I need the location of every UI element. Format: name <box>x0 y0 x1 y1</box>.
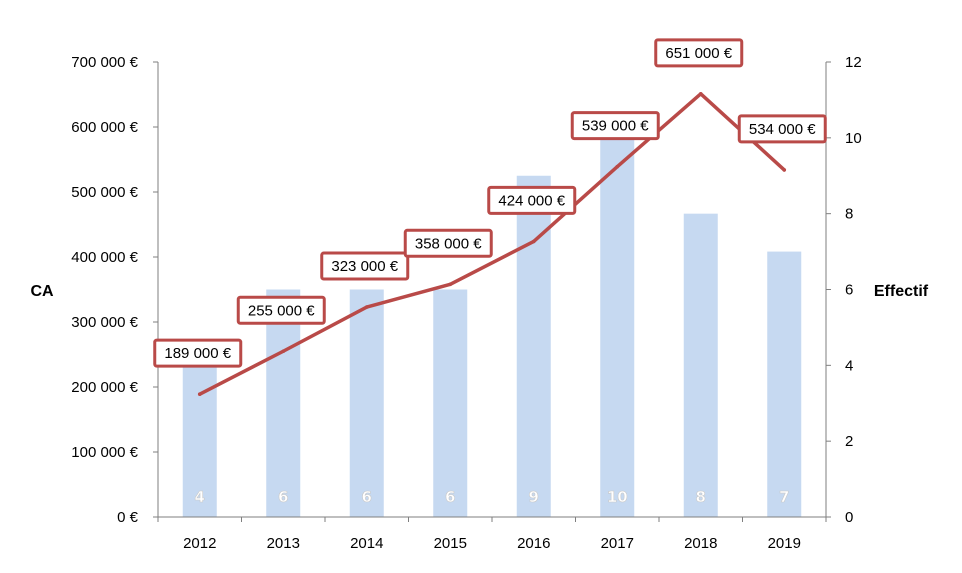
bar-2017 <box>600 137 635 518</box>
data-label-2019: 534 000 € <box>749 121 816 138</box>
y-tick-label: 100 000 € <box>71 444 138 461</box>
bar-label-2012: 4 <box>195 488 205 506</box>
data-label-box-2015 <box>403 228 493 258</box>
data-label-2013: 255 000 € <box>248 302 315 319</box>
data-label-2017: 539 000 € <box>582 118 649 135</box>
line-point-2014 <box>364 305 369 309</box>
data-labels-layer: 189 000 € 255 000 € 323 000 € 358 000 € 424 … <box>153 38 827 368</box>
y-axis-title: CA <box>30 283 54 300</box>
line-point-2019 <box>782 168 787 172</box>
y2-tick-label: 2 <box>845 433 853 450</box>
data-label-box-2012 <box>153 338 243 368</box>
x-tick-label: 2014 <box>350 535 383 552</box>
x-tick-label: 2017 <box>601 535 634 552</box>
line-point-2012 <box>197 392 202 396</box>
data-label-box-2017 <box>570 111 660 141</box>
data-label-box-2013 <box>236 295 326 325</box>
bar-2018 <box>683 213 718 517</box>
line-point-2015 <box>448 282 453 287</box>
y-tick-label: 700 000 € <box>71 54 138 71</box>
data-label-box-2016 <box>487 185 577 215</box>
data-label-box-2019 <box>737 114 827 144</box>
line-point-2017 <box>615 164 620 169</box>
bar-label-2017: 10 <box>607 488 628 506</box>
data-label-box-2018 <box>654 38 744 68</box>
line-series-ca <box>198 92 786 396</box>
y-tick-label: 200 000 € <box>71 379 138 396</box>
bar-label-2015: 6 <box>445 488 455 506</box>
bar-2012 <box>182 365 217 517</box>
y-tick-label: 0 € <box>117 509 139 526</box>
bar-label-2019: 7 <box>779 488 789 506</box>
line-point-2013 <box>281 349 286 354</box>
bar-2014 <box>349 289 384 517</box>
axes-layer: 0 € 100 000 € 200 000 € 300 000 € 400 000 € 5… <box>71 54 861 552</box>
data-label-2015: 358 000 € <box>415 235 482 252</box>
y2-axis-title: Effectif <box>874 283 929 300</box>
bar-2013 <box>266 289 301 517</box>
y-tick-label: 500 000 € <box>71 184 138 201</box>
y2-tick-label: 6 <box>845 282 853 299</box>
y2-tick-label: 0 <box>845 509 853 526</box>
x-tick-label: 2013 <box>267 535 300 552</box>
bar-2016 <box>516 175 551 517</box>
y-tick-label: 600 000 € <box>71 119 138 136</box>
x-tick-label: 2018 <box>684 535 717 552</box>
bars-layer: 4 6 6 6 9 10 8 7 <box>182 137 802 518</box>
bar-2015 <box>433 289 468 517</box>
data-label-2016: 424 000 € <box>498 192 565 209</box>
y-tick-label: 300 000 € <box>71 314 138 331</box>
x-tick-label: 2016 <box>517 535 550 552</box>
y2-tick-label: 10 <box>845 130 862 147</box>
bar-2019 <box>767 251 802 518</box>
line-layer <box>197 92 787 396</box>
y-tick-label: 400 000 € <box>71 249 138 266</box>
line-point-2016 <box>531 239 536 244</box>
bar-label-2016: 9 <box>529 488 539 506</box>
y2-tick-label: 8 <box>845 206 853 223</box>
line-point-2018 <box>698 92 703 96</box>
data-label-box-2014 <box>320 251 410 281</box>
x-tick-label: 2019 <box>768 535 801 552</box>
data-label-2014: 323 000 € <box>331 258 398 275</box>
data-label-2012: 189 000 € <box>164 345 231 362</box>
y2-tick-label: 12 <box>845 54 862 71</box>
x-tick-label: 2015 <box>434 535 467 552</box>
bar-label-2013: 6 <box>278 488 288 506</box>
bar-label-2018: 8 <box>696 488 706 506</box>
data-label-2018: 651 000 € <box>665 45 732 62</box>
bar-label-2014: 6 <box>362 488 372 506</box>
y2-tick-label: 4 <box>845 357 853 374</box>
x-tick-label: 2012 <box>183 535 216 552</box>
